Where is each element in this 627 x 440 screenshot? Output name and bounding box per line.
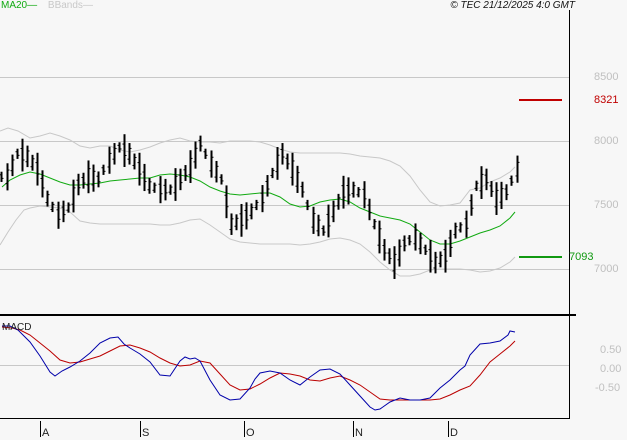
- macd-signal-line: [1, 326, 516, 401]
- support-value-tag: 7093: [569, 251, 594, 263]
- macd-label-pos050: 0.50: [600, 344, 622, 356]
- price-label-7500: 7500: [594, 199, 619, 211]
- x-label-dec: D: [450, 427, 458, 439]
- chart-legend: MA20— BBands—: [1, 0, 93, 12]
- resistance-value-tag: 8321: [594, 94, 619, 106]
- x-label-sep: S: [142, 427, 150, 439]
- macd-label-neg050: -0.50: [595, 382, 621, 394]
- price-gridlines: [0, 77, 569, 270]
- price-label-7000: 7000: [594, 263, 619, 275]
- bbands-upper-line: [0, 127, 516, 207]
- macd-title: MACD: [2, 322, 32, 333]
- legend-bbands[interactable]: BBands: [47, 0, 83, 11]
- ohlc-bars: [0, 134, 520, 279]
- bbands-lower-line: [0, 205, 516, 277]
- copyright-timestamp: © TEC 21/12/2025 4:0 GMT: [450, 0, 575, 11]
- x-tick-oct: [244, 421, 245, 437]
- ma20-line: [1, 171, 516, 245]
- x-tick-dec: [448, 421, 449, 437]
- legend-ma20-swatch: —: [27, 0, 38, 11]
- x-label-oct: O: [246, 427, 255, 439]
- price-label-8500: 8500: [594, 71, 619, 83]
- legend-bbands-swatch: —: [82, 0, 93, 11]
- x-label-aug: A: [42, 427, 50, 439]
- x-tick-nov: [353, 421, 354, 437]
- macd-label-zero: 0.00: [600, 363, 622, 375]
- macd-line: [2, 325, 516, 411]
- price-label-8000: 8000: [594, 135, 619, 147]
- x-label-nov: N: [355, 427, 363, 439]
- x-tick-aug: [40, 421, 41, 437]
- x-tick-sep: [140, 421, 141, 437]
- legend-ma20[interactable]: MA20: [1, 0, 28, 11]
